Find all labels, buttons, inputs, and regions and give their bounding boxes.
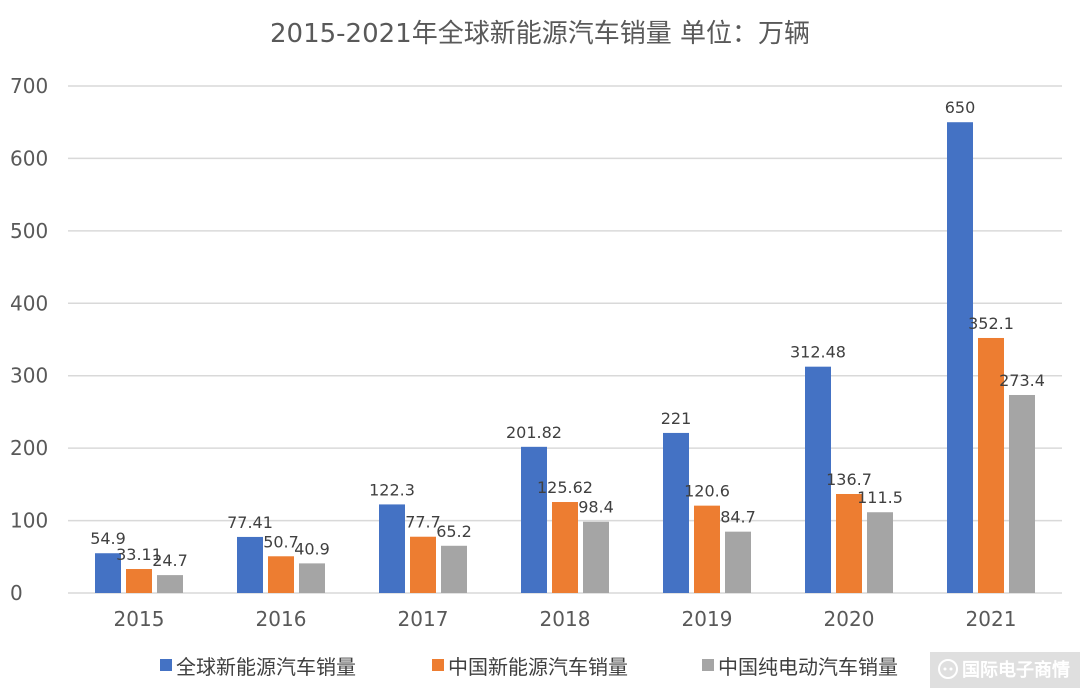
x-tick-label: 2016	[256, 607, 307, 631]
y-tick-label: 100	[10, 509, 48, 533]
bar-中国纯电动汽车销量-2019	[725, 531, 751, 593]
bar-中国纯电动汽车销量-2015	[157, 575, 183, 593]
data-label: 120.6	[684, 482, 730, 501]
data-label: 98.4	[578, 498, 614, 517]
bar-中国新能源汽车销量-2018	[552, 502, 578, 593]
data-label: 312.48	[790, 343, 846, 362]
y-tick-label: 500	[10, 219, 48, 243]
x-tick-label: 2017	[398, 607, 449, 631]
y-tick-label: 0	[10, 581, 23, 605]
legend: 全球新能源汽车销量 中国新能源汽车销量 中国纯电动汽车销量	[160, 655, 898, 679]
y-tick-label: 400	[10, 291, 48, 315]
data-label: 33.11	[116, 545, 162, 564]
watermark: 国际电子商情	[930, 652, 1080, 688]
bar-中国新能源汽车销量-2021	[978, 337, 1004, 593]
chart-title: 2015-2021年全球新能源汽车销量 单位：万辆	[270, 19, 810, 49]
bar-全球新能源汽车销量-2018	[521, 446, 547, 593]
legend-swatch	[160, 659, 172, 671]
bar-全球新能源汽车销量-2017	[379, 504, 405, 593]
bar-中国新能源汽车销量-2020	[836, 493, 862, 593]
data-label: 650	[945, 98, 976, 117]
data-label: 111.5	[857, 488, 903, 507]
bar-中国新能源汽车销量-2019	[694, 505, 720, 593]
data-label: 201.82	[506, 423, 562, 442]
x-tick-label: 2020	[824, 607, 875, 631]
x-tick-label: 2019	[682, 607, 733, 631]
data-label: 54.9	[90, 529, 126, 548]
bar-中国纯电动汽车销量-2020	[867, 512, 893, 593]
bar-中国新能源汽车销量-2017	[410, 536, 436, 593]
legend-label: 全球新能源汽车销量	[176, 655, 356, 679]
data-label: 122.3	[369, 480, 415, 499]
bar-中国纯电动汽车销量-2016	[299, 563, 325, 593]
bars	[95, 122, 1035, 593]
speech-bubble-icon	[938, 659, 958, 679]
y-tick-label: 300	[10, 364, 48, 388]
watermark-background	[930, 652, 1080, 688]
data-label: 77.41	[227, 513, 273, 532]
data-label: 40.9	[294, 539, 330, 558]
bar-全球新能源汽车销量-2020	[805, 366, 831, 593]
x-tick-label: 2018	[540, 607, 591, 631]
legend-swatch	[432, 659, 444, 671]
bar-全球新能源汽车销量-2021	[947, 122, 973, 593]
gridlines	[68, 85, 1062, 594]
data-label: 77.7	[405, 513, 441, 532]
bar-中国新能源汽车销量-2015	[126, 569, 152, 593]
y-tick-label: 200	[10, 436, 48, 460]
bar-中国纯电动汽车销量-2017	[441, 545, 467, 593]
legend-label: 中国纯电动汽车销量	[718, 655, 898, 679]
data-label: 65.2	[436, 522, 472, 541]
data-label: 221	[661, 409, 692, 428]
bar-中国新能源汽车销量-2016	[268, 556, 294, 593]
data-label: 273.4	[999, 371, 1045, 390]
y-tick-label: 600	[10, 146, 48, 170]
bar-中国纯电动汽车销量-2021	[1009, 394, 1035, 593]
data-label: 136.7	[826, 470, 872, 489]
bar-中国纯电动汽车销量-2018	[583, 521, 609, 593]
data-label: 84.7	[720, 508, 756, 527]
y-axis-ticks: 0 100 200 300 400 500 600 700	[10, 74, 48, 605]
x-axis-ticks: 2015 2016 2017 2018 2019 2020 2021	[114, 607, 1017, 631]
legend-swatch	[702, 659, 714, 671]
x-tick-label: 2021	[966, 607, 1017, 631]
bar-全球新能源汽车销量-2016	[237, 536, 263, 593]
data-label: 24.7	[152, 551, 188, 570]
x-tick-label: 2015	[114, 607, 165, 631]
data-label: 50.7	[263, 532, 299, 551]
legend-label: 中国新能源汽车销量	[448, 655, 628, 679]
data-label: 352.1	[968, 314, 1014, 333]
watermark-text: 国际电子商情	[962, 659, 1070, 681]
bar-全球新能源汽车销量-2015	[95, 553, 121, 593]
data-label: 125.62	[537, 478, 593, 497]
bar-全球新能源汽车销量-2019	[663, 432, 689, 593]
y-tick-label: 700	[10, 74, 48, 98]
